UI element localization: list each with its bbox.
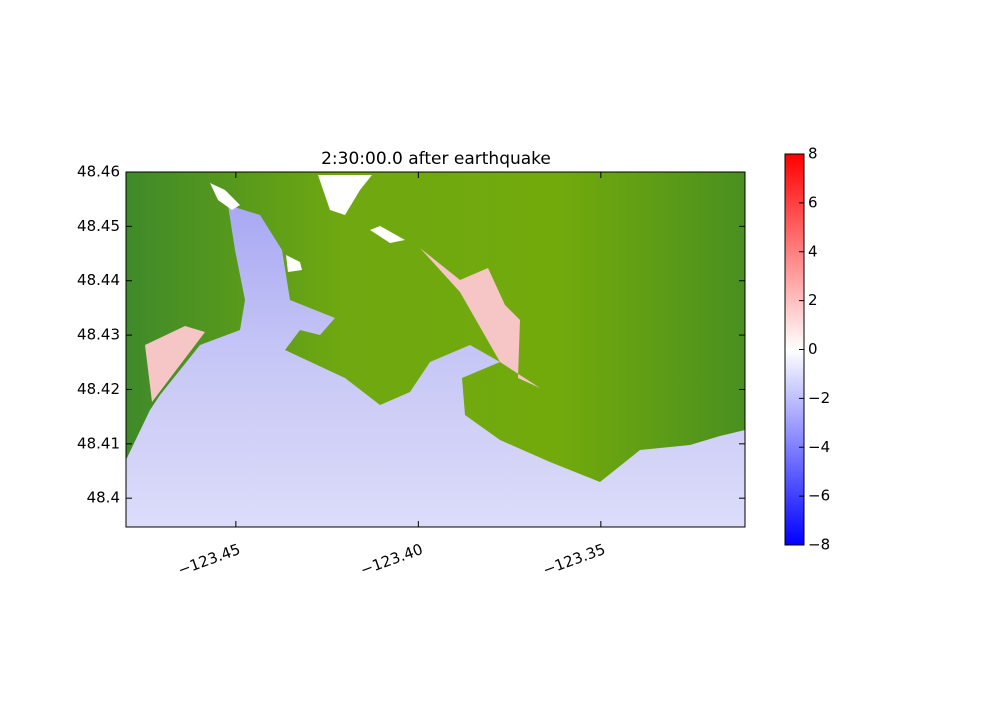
x-tick-label: −123.45 xyxy=(175,540,242,579)
colorbar-tick-label: 2 xyxy=(808,291,818,309)
y-tick-label: 48.44 xyxy=(77,271,120,289)
colorbar-tick-label: −2 xyxy=(808,389,830,407)
y-tick-label: 48.42 xyxy=(77,380,120,398)
map-image xyxy=(126,172,745,527)
y-tick-label: 48.41 xyxy=(77,434,120,452)
x-tick-label: −123.35 xyxy=(540,540,607,579)
colorbar-tick-label: 8 xyxy=(808,145,818,163)
chart-title: 2:30:00.0 after earthquake xyxy=(321,149,551,169)
y-tick-label: 48.43 xyxy=(77,326,120,344)
colorbar-tick-label: 0 xyxy=(808,340,818,358)
colorbar-tick-label: −4 xyxy=(808,438,830,456)
colorbar-tick-label: −6 xyxy=(808,487,830,505)
y-tick-label: 48.4 xyxy=(87,489,120,507)
y-tick-label: 48.46 xyxy=(77,163,120,181)
colorbar-tick-label: 6 xyxy=(808,193,818,211)
x-tick-label: −123.40 xyxy=(358,540,425,579)
y-tick-label: 48.45 xyxy=(77,217,120,235)
colorbar-tick-label: −8 xyxy=(808,536,830,554)
colorbar-tick-label: 4 xyxy=(808,242,818,260)
axes-frame xyxy=(125,171,746,528)
